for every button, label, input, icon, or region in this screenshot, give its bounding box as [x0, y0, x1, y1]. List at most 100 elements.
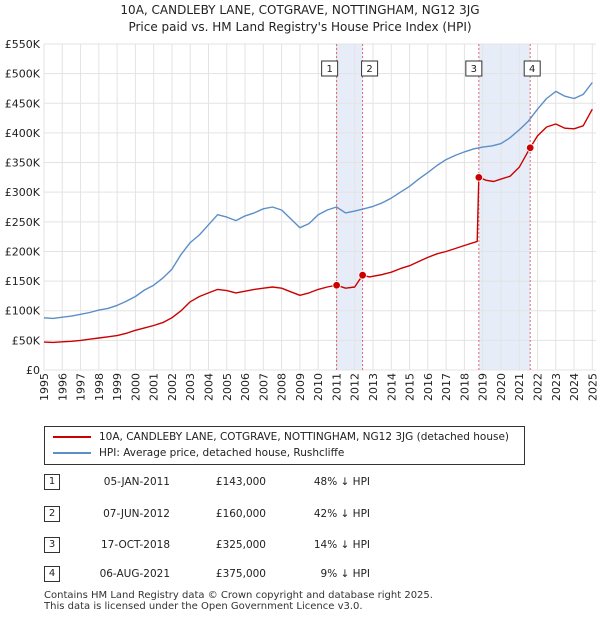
x-tick-label: 2015	[404, 373, 417, 401]
x-tick-label: 2001	[148, 373, 161, 401]
footer: Contains HM Land Registry data © Crown c…	[44, 590, 433, 612]
x-tick-label: 2016	[422, 373, 435, 401]
shaded-period-1	[336, 44, 363, 370]
y-tick-label: £50K	[12, 334, 41, 347]
x-tick-label: 2019	[477, 373, 490, 401]
y-tick-label: £250K	[5, 216, 41, 229]
x-tick-label: 2020	[495, 373, 508, 401]
shaded-periods	[336, 44, 531, 370]
sale-badge-2: 2	[361, 60, 379, 77]
sale-point-1	[332, 281, 341, 290]
y-tick-label: £300K	[5, 186, 41, 199]
sale-badge: 4	[44, 566, 60, 582]
x-tick-label: 2011	[330, 373, 343, 401]
legend-swatch-property	[53, 436, 91, 438]
legend-swatch-hpi	[53, 452, 91, 454]
x-tick-label: 2003	[184, 373, 197, 401]
sale-badge-box	[465, 60, 483, 77]
sale-price: £325,000	[215, 539, 266, 551]
sale-price: £143,000	[215, 476, 266, 488]
axes: £0 £50K £100K £150K £200K £250K £300K £350K £400…	[5, 38, 600, 401]
x-tick-label: 2024	[568, 373, 581, 401]
y-tick-label: £350K	[5, 157, 41, 170]
x-tick-label: 2018	[458, 373, 471, 401]
x-tick-label: 2013	[367, 373, 380, 401]
sale-date: 17-OCT-2018	[101, 539, 170, 551]
sale-points	[332, 143, 535, 290]
sale-price: £375,000	[215, 568, 266, 580]
x-tick-label: 2014	[385, 373, 398, 401]
x-tick-label: 1999	[111, 373, 124, 401]
y-tick-label: £100K	[5, 305, 41, 318]
x-tick-label: 2010	[312, 373, 325, 401]
x-tick-label: 2008	[276, 373, 289, 401]
x-tick-label: 2021	[513, 373, 526, 401]
legend-label-property: 10A, CANDLEBY LANE, COTGRAVE, NOTTINGHAM…	[99, 431, 510, 443]
sale-badge-1: 1	[321, 60, 339, 77]
sale-badge: 3	[44, 537, 60, 553]
hpi-series-line	[43, 82, 593, 320]
sale-price: £160,000	[215, 508, 266, 520]
sale-point-4	[525, 143, 535, 152]
y-tick-label: £450K	[5, 97, 41, 110]
legend-label-hpi: HPI: Average price, detached house, Rush…	[99, 447, 345, 459]
sale-badge-box	[321, 60, 339, 77]
shaded-period-2	[478, 44, 531, 370]
x-tick-label: 2025	[586, 373, 599, 401]
sale-date: 05-JAN-2011	[103, 476, 170, 488]
sale-row-4: 4 06-AUG-2021 £375,000 9% ↓ HPI	[0, 566, 600, 582]
chart-title-line-2: Price paid vs. HM Land Registry's House …	[128, 20, 472, 34]
y-tick-label: £0	[26, 364, 40, 377]
x-tick-label: 2012	[349, 373, 362, 401]
sale-badge-label: 3	[471, 64, 477, 75]
x-tick-label: 1995	[38, 373, 51, 401]
sale-hpi-diff: 42% ↓ HPI	[313, 508, 370, 520]
footer-copyright: Contains HM Land Registry data © Crown c…	[44, 590, 433, 601]
x-tick-label: 2002	[166, 373, 179, 401]
sale-badge-label: 2	[366, 64, 372, 75]
sale-date: 06-AUG-2021	[99, 568, 170, 580]
chart-title-line-1: 10A, CANDLEBY LANE, COTGRAVE, NOTTINGHAM…	[120, 3, 480, 17]
footer-licence: This data is licensed under the Open Gov…	[44, 601, 363, 612]
x-tick-label: 2009	[294, 373, 307, 401]
sale-row-2: 2 07-JUN-2012 £160,000 42% ↓ HPI	[0, 506, 600, 522]
x-tick-label: 2004	[203, 373, 216, 401]
sale-point-3	[474, 173, 484, 182]
legend: 10A, CANDLEBY LANE, COTGRAVE, NOTTINGHAM…	[44, 426, 525, 465]
x-tick-label: 2006	[239, 373, 252, 401]
sale-badge: 2	[44, 506, 60, 522]
x-tick-label: 2023	[550, 373, 563, 401]
sale-badge-box	[523, 60, 541, 77]
x-tick-label: 1997	[75, 373, 88, 401]
sale-hpi-diff: 9% ↓ HPI	[320, 568, 370, 580]
sale-badge-label: 4	[529, 64, 535, 75]
property-series-line	[43, 108, 593, 344]
y-tick-label: £550K	[5, 38, 41, 51]
x-tick-label: 1996	[56, 373, 69, 401]
y-tick-label: £200K	[5, 245, 41, 258]
y-tick-label: £150K	[5, 275, 41, 288]
chart-title: 10A, CANDLEBY LANE, COTGRAVE, NOTTINGHAM…	[0, 2, 600, 36]
x-tick-label: 2007	[257, 373, 270, 401]
sale-row-1: 1 05-JAN-2011 £143,000 48% ↓ HPI	[0, 474, 600, 490]
x-tick-label: 1998	[93, 373, 106, 401]
sale-badge-label: 1	[326, 64, 332, 75]
x-tick-label: 2000	[129, 373, 142, 401]
sale-badge-3: 3	[465, 60, 483, 77]
y-tick-label: £500K	[5, 68, 41, 81]
sale-badge-4: 4	[523, 60, 541, 77]
price-chart: 1 2 3 4 £0 £50K £100K £150K £200K £250K £300K £350…	[5, 38, 600, 401]
sale-badge: 1	[44, 474, 60, 490]
sale-hpi-diff: 14% ↓ HPI	[313, 539, 370, 551]
sale-badge-box	[361, 60, 379, 77]
sale-hpi-diff: 48% ↓ HPI	[313, 476, 370, 488]
x-tick-label: 2005	[221, 373, 234, 401]
x-tick-label: 2022	[532, 373, 545, 401]
y-tick-label: £400K	[5, 127, 41, 140]
x-tick-label: 2017	[440, 373, 453, 401]
sale-point-2	[358, 270, 367, 280]
sale-row-3: 3 17-OCT-2018 £325,000 14% ↓ HPI	[0, 537, 600, 553]
sale-badges: 1 2 3 4	[321, 60, 541, 77]
series-lines	[43, 82, 593, 344]
sale-date: 07-JUN-2012	[103, 508, 170, 520]
